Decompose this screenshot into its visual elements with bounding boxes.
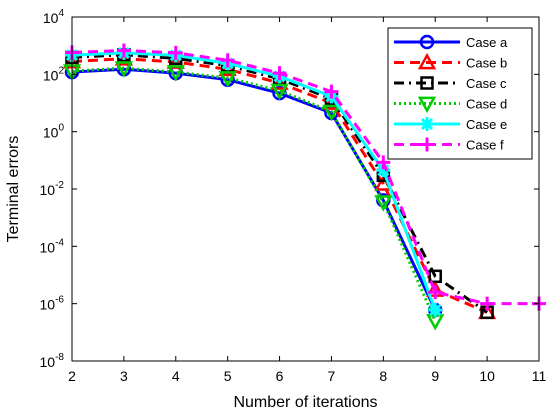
- x-tick-label: 4: [172, 368, 180, 384]
- x-tick-label: 11: [532, 368, 547, 384]
- data-point: [166, 65, 185, 82]
- y-tick-label: 104: [43, 8, 65, 26]
- data-point: [428, 303, 443, 318]
- data-point: [324, 84, 339, 99]
- data-point: [218, 71, 237, 88]
- legend-label: Case b: [466, 56, 507, 71]
- x-tick-label: 8: [379, 368, 387, 384]
- series-line-6: [71, 48, 539, 306]
- legend-label: Case c: [466, 76, 507, 91]
- legend-entry: Case c: [394, 76, 507, 91]
- legend-marker: [417, 96, 437, 114]
- data-point: [480, 296, 495, 311]
- data-point: [272, 66, 287, 81]
- legend: Case a Case b Case c Case d Case e Case f: [387, 27, 533, 160]
- legend-entry: Case d: [394, 96, 507, 114]
- series-line-4: [71, 66, 437, 322]
- legend-marker: [420, 137, 434, 152]
- x-tick-label: 10: [479, 368, 495, 384]
- series-layer: [62, 43, 546, 331]
- legend-box: [387, 27, 533, 160]
- legend-label: Case f: [466, 138, 504, 153]
- legend-entry: Case e: [394, 117, 507, 132]
- data-point: [376, 155, 391, 170]
- x-tick-label: 5: [224, 368, 232, 384]
- legend-entry: Case b: [394, 52, 507, 71]
- x-tick-label: 9: [431, 368, 439, 384]
- legend-marker: [417, 52, 437, 70]
- legend-label: Case d: [466, 97, 507, 112]
- x-tick-label: 3: [120, 368, 128, 384]
- data-point: [168, 45, 183, 60]
- y-tick-label: 10-2: [40, 180, 65, 198]
- series-line-3: [71, 53, 488, 314]
- legend-marker: [419, 34, 435, 50]
- data-point: [270, 83, 289, 101]
- data-point: [322, 104, 341, 122]
- data-point: [270, 73, 289, 90]
- legend-label: Case a: [466, 35, 508, 50]
- data-point: [220, 53, 235, 68]
- data-point: [428, 285, 443, 300]
- legend-entry: Case a: [394, 34, 508, 50]
- x-tick-label: 6: [276, 368, 284, 384]
- legend-marker: [420, 76, 434, 90]
- axes-layer: 2 3 4 5 6 7 8 9 10 11 10-8 10-6 10-4 10-2 100 102 104: [40, 8, 547, 384]
- data-point: [116, 43, 131, 58]
- legend-entry: Case f: [394, 137, 504, 153]
- series-line-5: [71, 51, 437, 311]
- y-axis-label: Terminal errors: [5, 136, 22, 243]
- data-point: [114, 61, 134, 78]
- x-tick-label: 2: [68, 368, 76, 384]
- y-tick-label: 10-6: [40, 295, 65, 313]
- y-tick-label: 102: [43, 65, 65, 83]
- data-point: [376, 163, 391, 178]
- y-tick-label: 100: [43, 123, 65, 141]
- data-point: [374, 195, 393, 212]
- y-tick-label: 10-8: [40, 352, 65, 370]
- legend-label: Case e: [466, 117, 507, 132]
- y-tick-label: 10-4: [40, 237, 65, 255]
- data-point: [428, 269, 442, 284]
- legend-marker: [420, 117, 434, 131]
- x-axis-label: Number of iterations: [233, 394, 377, 411]
- x-tick-label: 7: [328, 368, 336, 384]
